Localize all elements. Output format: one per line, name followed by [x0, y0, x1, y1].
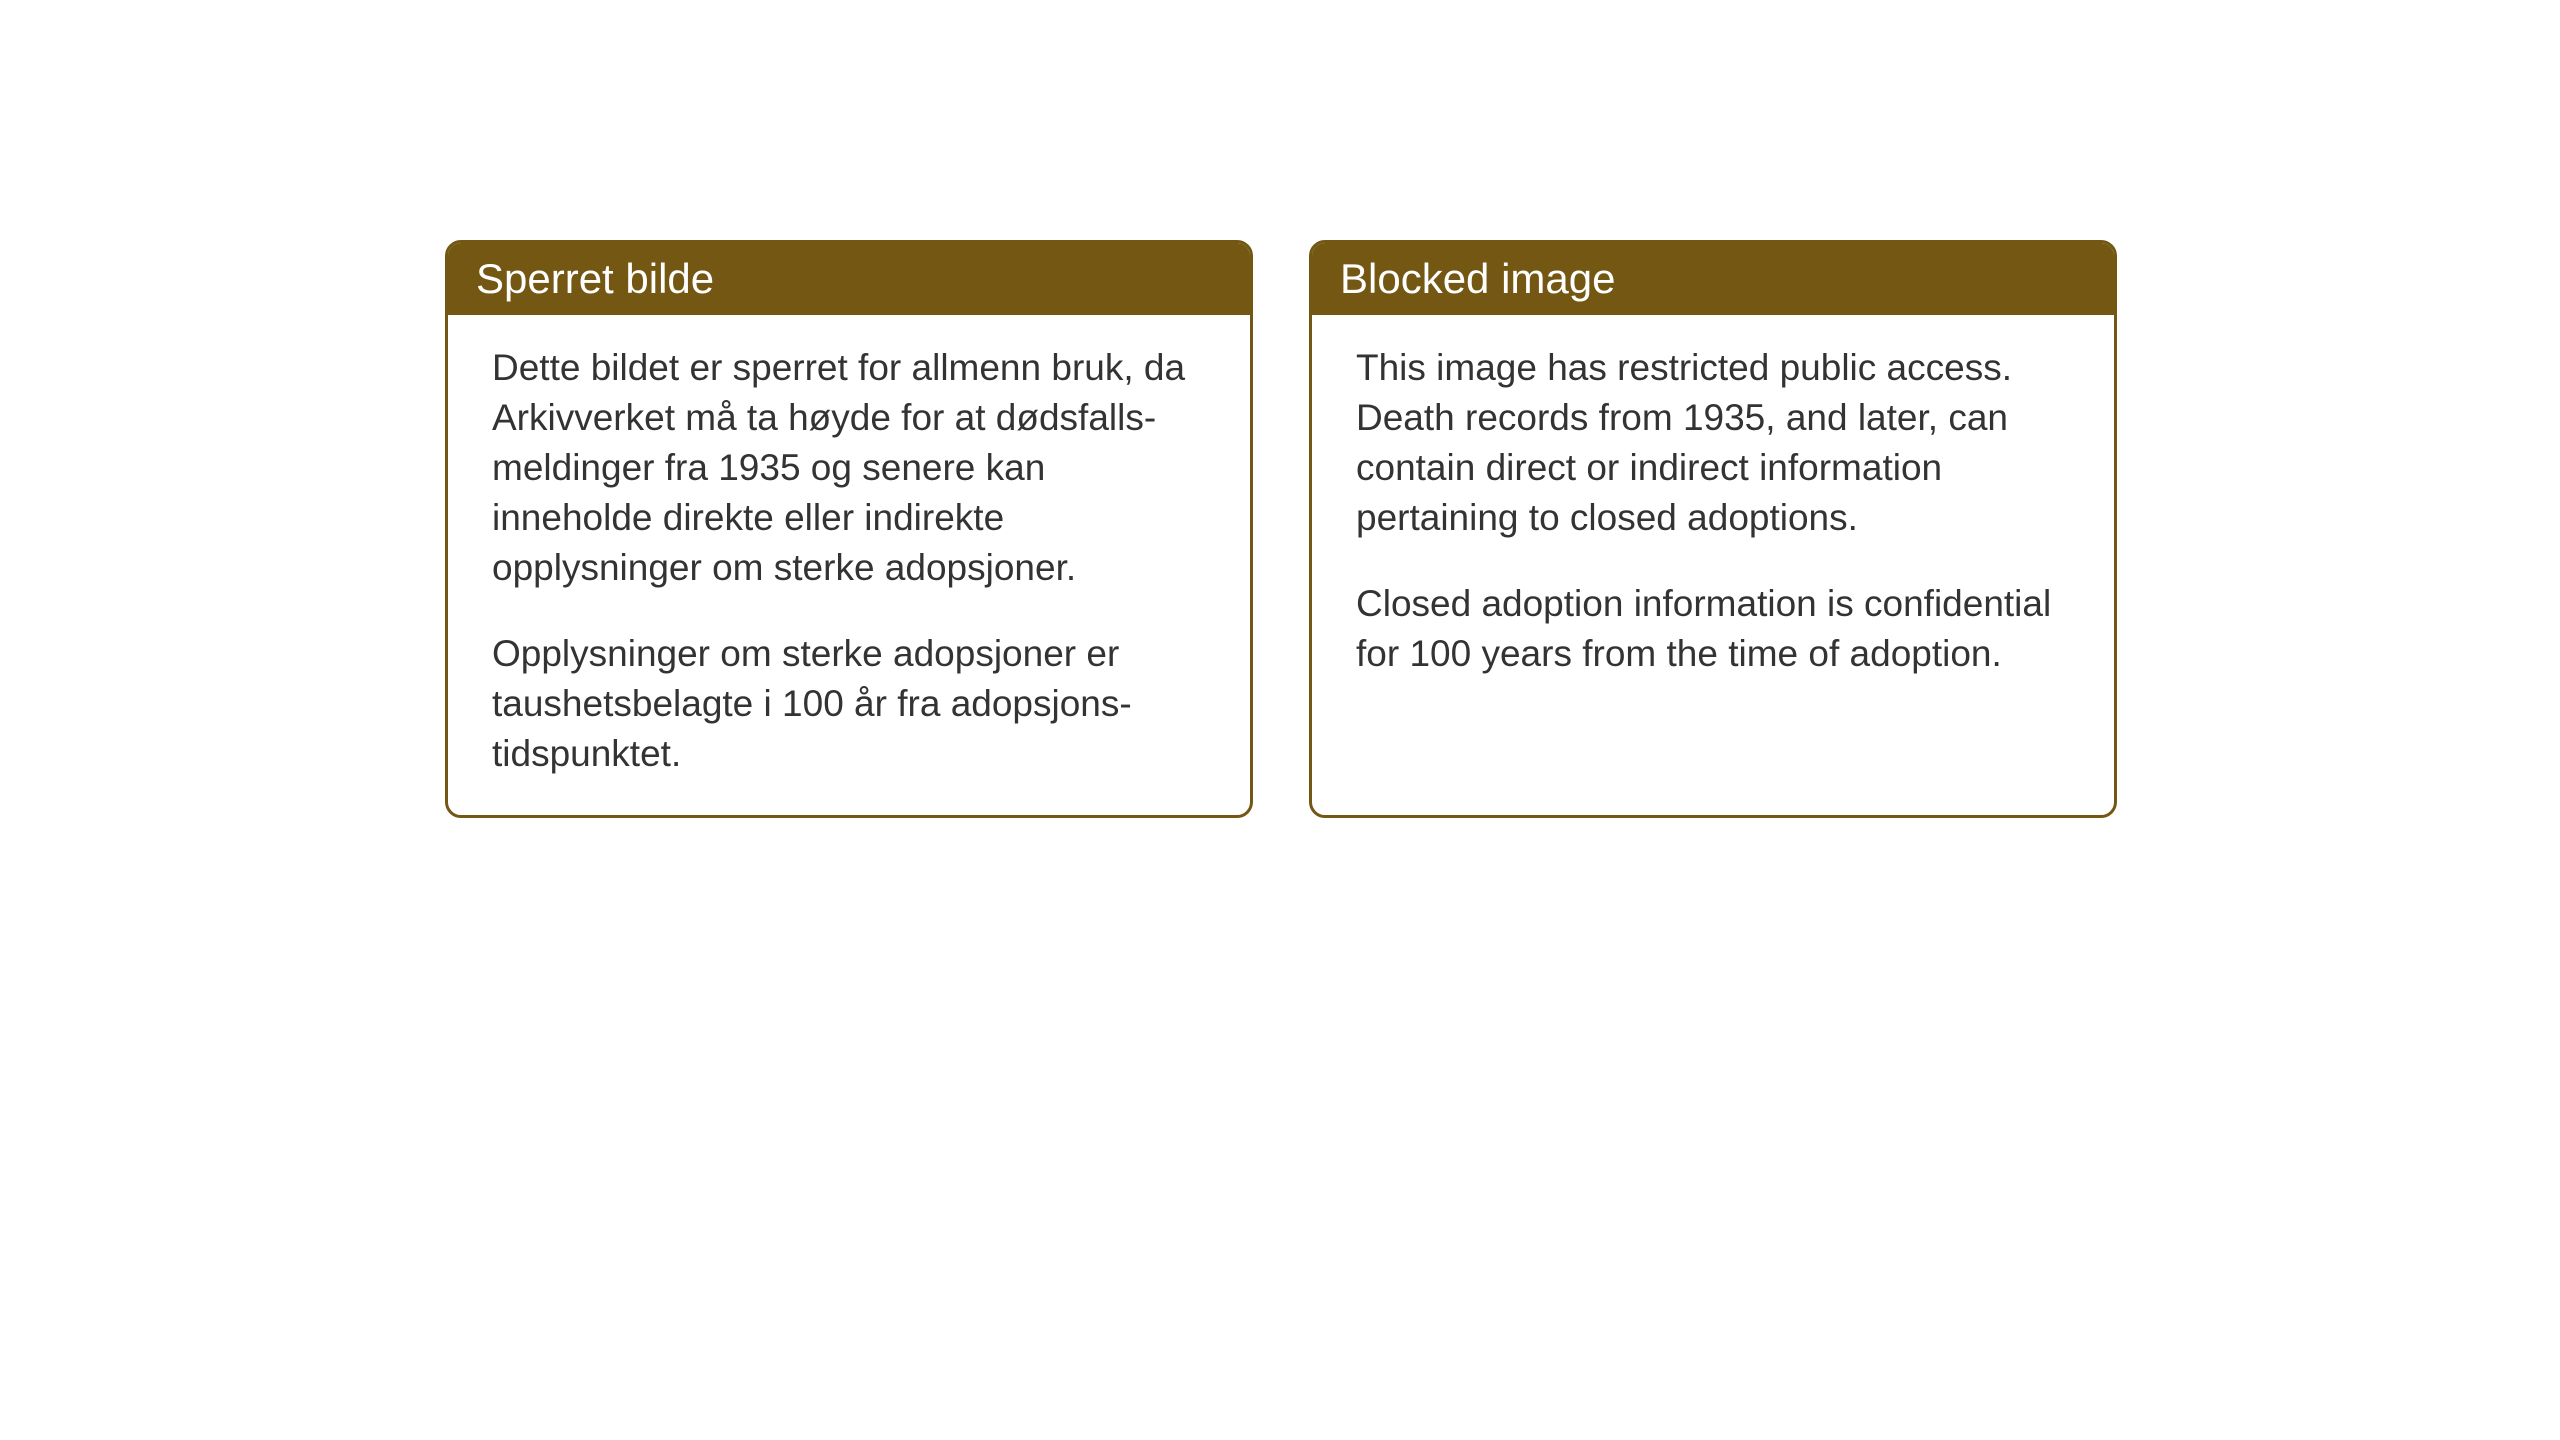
card-paragraph-2-norwegian: Opplysninger om sterke adopsjoner er tau… — [492, 629, 1206, 779]
card-header-english: Blocked image — [1312, 243, 2114, 315]
card-paragraph-2-english: Closed adoption information is confident… — [1356, 579, 2070, 679]
card-norwegian: Sperret bilde Dette bildet er sperret fo… — [445, 240, 1253, 818]
card-paragraph-1-norwegian: Dette bildet er sperret for allmenn bruk… — [492, 343, 1206, 593]
notice-container: Sperret bilde Dette bildet er sperret fo… — [445, 240, 2117, 818]
card-title-norwegian: Sperret bilde — [476, 255, 714, 302]
card-body-english: This image has restricted public access.… — [1312, 315, 2114, 735]
card-header-norwegian: Sperret bilde — [448, 243, 1250, 315]
card-paragraph-1-english: This image has restricted public access.… — [1356, 343, 2070, 543]
card-body-norwegian: Dette bildet er sperret for allmenn bruk… — [448, 315, 1250, 815]
card-english: Blocked image This image has restricted … — [1309, 240, 2117, 818]
card-title-english: Blocked image — [1340, 255, 1615, 302]
